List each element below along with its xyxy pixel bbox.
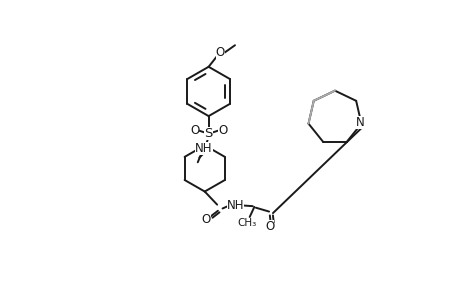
Text: O: O (201, 213, 211, 226)
Text: NH: NH (195, 142, 212, 155)
Text: O: O (265, 220, 274, 233)
Text: S: S (204, 127, 213, 140)
Text: O: O (215, 46, 224, 59)
Text: O: O (218, 124, 227, 137)
Text: CH₃: CH₃ (236, 218, 256, 228)
Text: N: N (355, 116, 364, 129)
Text: NH: NH (226, 199, 244, 212)
Text: O: O (190, 124, 199, 137)
